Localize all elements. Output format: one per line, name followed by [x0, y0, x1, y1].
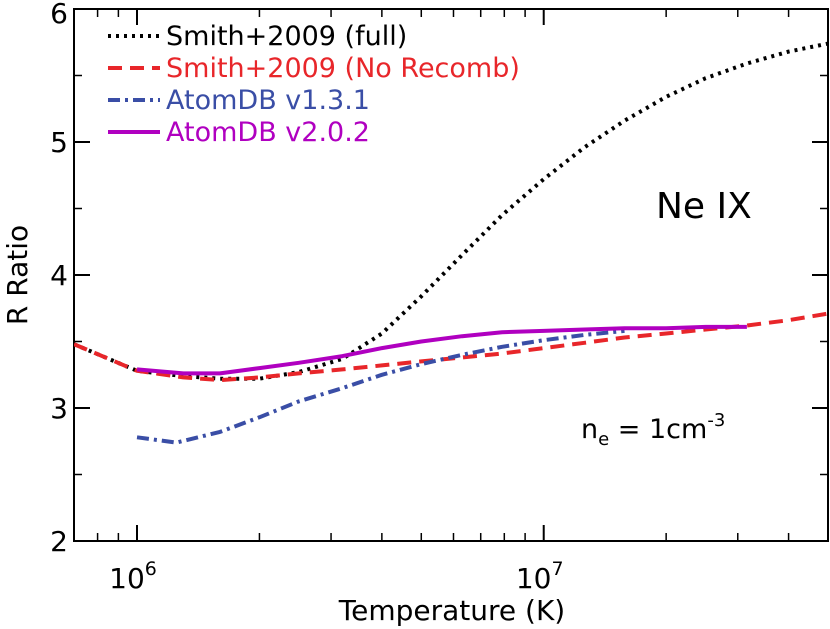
- series-line-2: [74, 311, 828, 383]
- x-tick-label: 107: [516, 558, 564, 595]
- y-tick-labels: 2 3 4 5 6: [50, 0, 68, 558]
- legend-entry-label: AtomDB v2.0.2: [166, 117, 370, 148]
- y-tick-label: 3: [50, 392, 68, 425]
- density-value: = 1cm: [609, 414, 707, 445]
- density-superscript: -3: [707, 410, 725, 431]
- y-tick-label: 6: [50, 0, 68, 30]
- series-line-4: [136, 324, 747, 376]
- y-tick-label: 2: [50, 525, 68, 558]
- legend-entry-label: Smith+2009 (full): [166, 21, 407, 52]
- axis-ticks: [73, 8, 829, 542]
- y-tick-label: 4: [50, 259, 68, 292]
- x-tick-label: 106: [109, 558, 157, 595]
- ion-label: Ne IX: [656, 186, 752, 227]
- x-tick-labels: 106 107: [109, 558, 563, 595]
- series-line-1: [74, 41, 828, 381]
- x-axis-label: Temperature (K): [338, 594, 565, 627]
- density-label: ne = 1cm-3: [581, 410, 725, 450]
- legend-entry-label: AtomDB v1.3.1: [166, 85, 370, 116]
- legend-entry-label: Smith+2009 (No Recomb): [166, 53, 520, 84]
- density-subscript: e: [598, 429, 609, 450]
- plot-area: [73, 8, 829, 542]
- y-axis-label: R Ratio: [1, 225, 34, 325]
- series-layer: [74, 41, 828, 445]
- legend: Smith+2009 (full)Smith+2009 (No Recomb)A…: [108, 21, 520, 148]
- y-tick-label: 5: [50, 126, 68, 159]
- series-line-3: [136, 328, 625, 445]
- density-symbol: n: [581, 414, 598, 445]
